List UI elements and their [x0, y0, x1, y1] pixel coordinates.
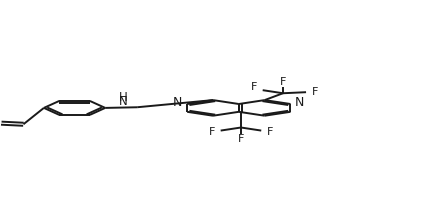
- Text: N: N: [295, 96, 305, 109]
- Text: F: F: [238, 134, 244, 144]
- Text: H: H: [119, 91, 128, 104]
- Text: F: F: [311, 87, 318, 97]
- Text: F: F: [267, 127, 273, 137]
- Text: F: F: [251, 82, 257, 92]
- Text: F: F: [209, 127, 215, 137]
- Text: N: N: [173, 96, 182, 109]
- Text: F: F: [280, 77, 286, 87]
- Text: N: N: [119, 95, 128, 107]
